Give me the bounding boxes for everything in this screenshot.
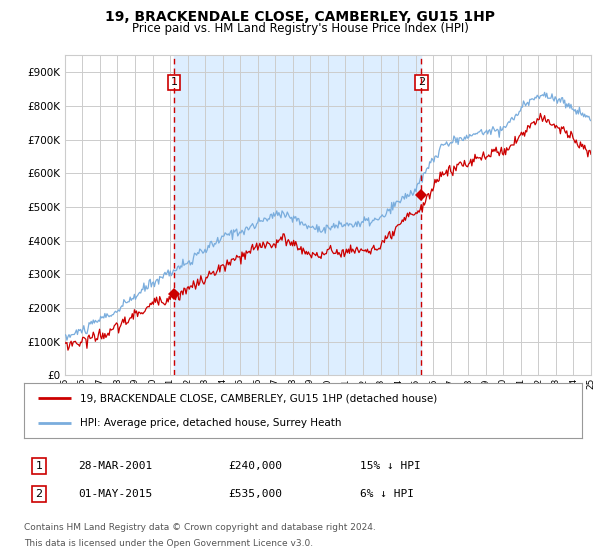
- Text: 2: 2: [35, 489, 43, 499]
- Text: Contains HM Land Registry data © Crown copyright and database right 2024.: Contains HM Land Registry data © Crown c…: [24, 523, 376, 532]
- Text: This data is licensed under the Open Government Licence v3.0.: This data is licensed under the Open Gov…: [24, 539, 313, 548]
- Bar: [174, 55, 421, 375]
- Text: 15% ↓ HPI: 15% ↓ HPI: [360, 461, 421, 471]
- Text: 1: 1: [170, 77, 178, 87]
- Text: 1: 1: [35, 461, 43, 471]
- Text: HPI: Average price, detached house, Surrey Heath: HPI: Average price, detached house, Surr…: [80, 418, 341, 427]
- Text: 19, BRACKENDALE CLOSE, CAMBERLEY, GU15 1HP: 19, BRACKENDALE CLOSE, CAMBERLEY, GU15 1…: [105, 10, 495, 24]
- Text: £240,000: £240,000: [228, 461, 282, 471]
- Text: 28-MAR-2001: 28-MAR-2001: [78, 461, 152, 471]
- Text: 19, BRACKENDALE CLOSE, CAMBERLEY, GU15 1HP (detached house): 19, BRACKENDALE CLOSE, CAMBERLEY, GU15 1…: [80, 394, 437, 403]
- Text: Price paid vs. HM Land Registry's House Price Index (HPI): Price paid vs. HM Land Registry's House …: [131, 22, 469, 35]
- Text: 6% ↓ HPI: 6% ↓ HPI: [360, 489, 414, 499]
- Text: 2: 2: [418, 77, 425, 87]
- Text: 01-MAY-2015: 01-MAY-2015: [78, 489, 152, 499]
- Text: £535,000: £535,000: [228, 489, 282, 499]
